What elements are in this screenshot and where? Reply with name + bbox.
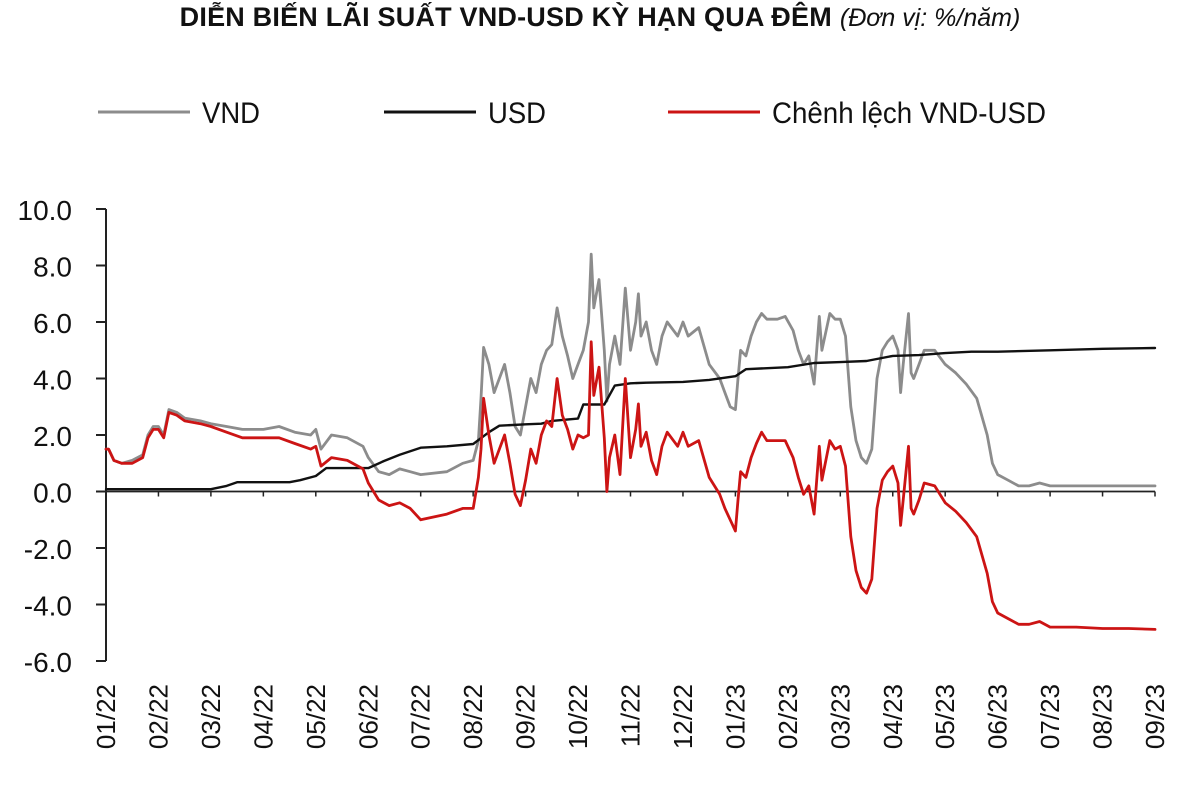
y-tick-label: 8.0 xyxy=(33,252,72,283)
y-tick-label: -4.0 xyxy=(24,591,72,622)
x-tick-label: 01/22 xyxy=(91,684,121,749)
y-tick-label: 0.0 xyxy=(33,478,72,509)
x-tick-label: 03/22 xyxy=(196,684,226,749)
legend-label: Chênh lệch VND-USD xyxy=(772,97,1046,130)
x-tick-label: 02/22 xyxy=(143,684,173,749)
y-tick-label: 2.0 xyxy=(33,421,72,452)
y-tick-label: -2.0 xyxy=(24,534,72,565)
x-tick-label: 03/23 xyxy=(825,684,855,749)
x-tick-label: 06/22 xyxy=(353,684,383,749)
x-tick-label: 08/22 xyxy=(458,684,488,749)
legend-label: VND xyxy=(202,97,260,130)
spread-line xyxy=(104,340,1157,631)
vnd-line xyxy=(104,252,1157,488)
x-tick-label: 05/23 xyxy=(930,684,960,749)
legend-label: USD xyxy=(488,97,546,130)
x-tick-label: 04/22 xyxy=(248,684,278,749)
usd-line xyxy=(104,346,1157,491)
y-tick-label: -6.0 xyxy=(24,647,72,678)
chart-title: DIỄN BIẾN LÃI SUẤT VND-USD KỲ HẠN QUA ĐÊ… xyxy=(179,2,832,32)
chart-unit-note: (Đơn vị: %/năm) xyxy=(839,4,1021,32)
x-tick-label: 10/22 xyxy=(563,684,593,749)
x-tick-label: 05/22 xyxy=(301,684,331,749)
x-tick-label: 07/22 xyxy=(406,684,436,749)
x-tick-label: 09/23 xyxy=(1140,684,1170,749)
y-tick-label: 6.0 xyxy=(33,308,72,339)
y-tick-label: 10.0 xyxy=(18,195,73,226)
x-tick-label: 04/23 xyxy=(878,684,908,749)
x-tick-label: 01/23 xyxy=(720,684,750,749)
chart-title-block: DIỄN BIẾN LÃI SUẤT VND-USD KỲ HẠN QUA ĐÊ… xyxy=(0,0,1200,39)
x-tick-label: 07/23 xyxy=(1035,684,1065,749)
x-tick-label: 11/22 xyxy=(616,684,646,747)
y-tick-label: 4.0 xyxy=(33,365,72,396)
x-tick-label: 02/23 xyxy=(773,684,803,749)
x-tick-label: 06/23 xyxy=(983,684,1013,749)
x-tick-label: 12/22 xyxy=(668,684,698,749)
x-tick-label: 09/22 xyxy=(511,684,541,749)
x-tick-label: 08/23 xyxy=(1088,684,1118,749)
